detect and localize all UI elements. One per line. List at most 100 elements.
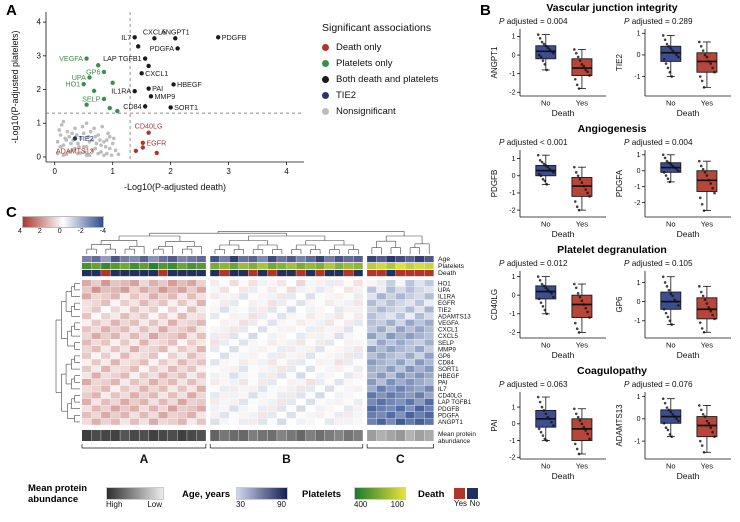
data-point [667, 161, 671, 165]
heatmap-cell [120, 392, 130, 399]
heatmap-cell [324, 379, 335, 386]
heatmap-cell [324, 418, 335, 425]
heatmap-cell [334, 365, 344, 373]
heatmap-cell [187, 372, 197, 379]
panel-b-label: B [480, 2, 491, 19]
heatmap-cell [82, 293, 92, 300]
data-point [664, 311, 668, 315]
heatmap-cell [277, 418, 287, 425]
heatmap-cell [91, 365, 101, 373]
heatmap-cell [334, 385, 344, 392]
scatter-point [142, 56, 148, 61]
heatmap-cell [101, 280, 111, 287]
death-cell [324, 270, 335, 277]
heatmap-cell [405, 359, 415, 366]
heatmap-cell [91, 280, 101, 287]
heatmap-cell [120, 365, 130, 373]
x-tick-label: Yes [576, 220, 588, 229]
heatmap-cell [110, 299, 120, 307]
heatmap-cell [324, 319, 335, 326]
data-point [542, 42, 546, 46]
data-point [576, 174, 580, 178]
y-tick-label: -2 [509, 90, 515, 97]
heatmap-cell [258, 299, 268, 307]
heatmap-cell [395, 365, 405, 373]
heatmap-cell [258, 365, 268, 373]
heatmap-cell [158, 398, 168, 406]
heatmap-cell [196, 332, 206, 340]
heatmap-cell [238, 418, 249, 425]
heatmap-cell [286, 339, 296, 346]
heatmap-cell [139, 365, 149, 373]
heatmap-cell [344, 326, 354, 333]
heatmap-cell [267, 359, 277, 366]
point-label: IL7 [121, 33, 131, 42]
heatmap-cell [315, 339, 325, 346]
heatmap-cell [258, 398, 268, 406]
platelets-cell [110, 263, 120, 270]
p-adjusted-label: P adjusted = 0.105 [624, 259, 693, 268]
heatmap-cell [82, 339, 92, 346]
platelets-high-label: 400 [354, 500, 368, 509]
data-point [536, 395, 540, 399]
heatmap-cell [267, 326, 277, 333]
heatmap-cell [386, 379, 396, 386]
mean-abundance-cell [177, 430, 187, 441]
heatmap-cell [248, 352, 258, 359]
heatmap-cell [139, 306, 149, 313]
heatmap-cell [187, 412, 197, 419]
data-point [701, 413, 705, 416]
heatmap-cell [187, 385, 197, 392]
row-label: EGFR [438, 300, 456, 307]
death-cell [139, 270, 149, 277]
heatmap-cell [344, 365, 354, 373]
nonsignificant-point [55, 139, 60, 144]
data-point [673, 298, 676, 302]
point-label: CD84 [123, 102, 141, 111]
heatmap-cell [168, 332, 178, 340]
data-point [573, 442, 577, 446]
heatmap-cell [367, 280, 377, 287]
mean-abundance-cell [324, 430, 335, 441]
data-point [707, 179, 711, 182]
heatmap-cell [305, 326, 315, 333]
heatmap-cell [286, 286, 296, 293]
heatmap-cell [414, 339, 425, 346]
box-yes [696, 416, 718, 438]
nonsignificant-point [113, 148, 118, 153]
heatmap-cell [91, 418, 101, 425]
heatmap-cell [187, 319, 197, 326]
heatmap-cell [110, 319, 120, 326]
heatmap-cell [334, 306, 344, 313]
scatter-point [146, 63, 151, 69]
heatmap-cell [110, 280, 120, 287]
heatmap-cell [258, 412, 268, 419]
heatmap-cell [129, 346, 139, 353]
data-point [550, 420, 553, 424]
x-tick-label: 1 [110, 167, 115, 176]
age-cell [139, 256, 149, 263]
heatmap-cell [267, 365, 277, 373]
heatmap-cell [367, 365, 377, 373]
nonsignificant-point [57, 128, 62, 132]
age-legend-title: Age, years [182, 489, 231, 500]
panel-c-label: C [6, 204, 17, 221]
y-tick-label: 0 [637, 416, 641, 423]
heatmap-cell [158, 365, 168, 373]
mean-abundance-cell [91, 430, 101, 441]
heatmap-cell [414, 359, 425, 366]
death-cell [315, 270, 325, 277]
heatmap-cell [129, 306, 139, 313]
platelets-cell [248, 263, 258, 270]
heatmap-cell [286, 326, 296, 333]
heatmap-cell [229, 359, 239, 366]
abundance-high-label: High [106, 500, 123, 509]
mean-abundance-cell [139, 430, 149, 441]
data-point [666, 428, 670, 432]
heatmap-cell [296, 352, 306, 359]
nonsignificant-point [74, 133, 79, 137]
nonsignificant-point [58, 133, 63, 137]
heatmap-cell [110, 332, 120, 340]
heatmap-cell [424, 346, 434, 353]
nonsignificant-point [73, 126, 77, 131]
